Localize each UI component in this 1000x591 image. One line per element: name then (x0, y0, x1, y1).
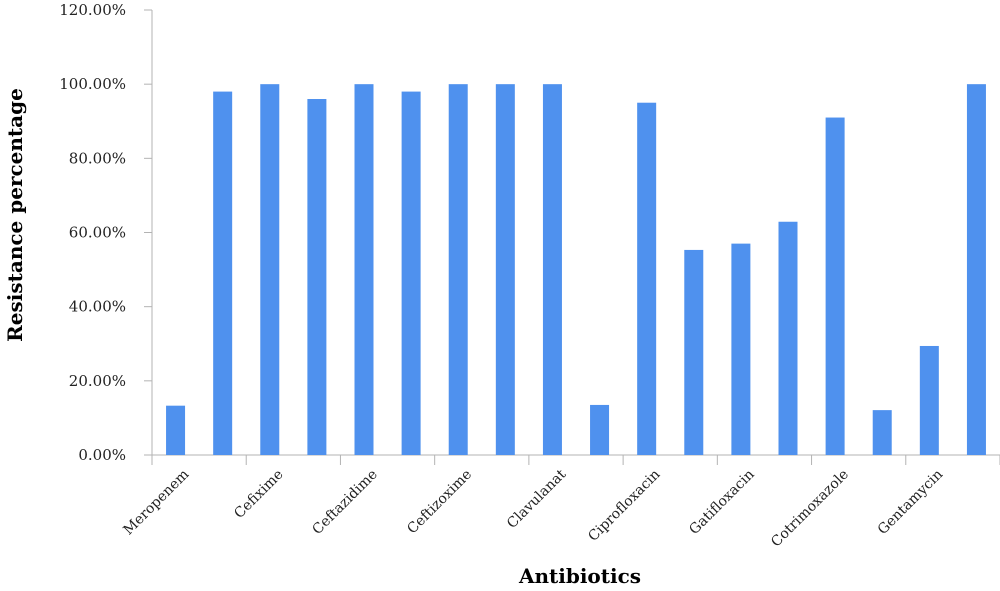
y-tick-label: 20.00% (69, 372, 126, 390)
bar (307, 99, 327, 455)
bar (872, 410, 892, 455)
y-tick-label: 40.00% (69, 298, 126, 316)
bar (825, 117, 845, 456)
x-tick-label: Ceftizoxime (404, 467, 475, 538)
y-tick-label: 0.00% (78, 446, 126, 464)
bar (637, 102, 657, 455)
bar (354, 84, 374, 456)
bar (260, 84, 280, 456)
x-tick-label: Cefixime (231, 467, 286, 522)
x-tick-label: Ceftazidime (309, 467, 380, 538)
bar (448, 84, 468, 456)
x-tick-label: Cotrimoxazole (768, 467, 852, 551)
bar (778, 221, 798, 455)
x-tick-label: Ciprofloxacin (585, 467, 663, 545)
bar (495, 84, 515, 456)
y-tick-label: 60.00% (69, 224, 126, 242)
bars (166, 84, 986, 456)
bar (731, 243, 751, 455)
x-tick-label: Gatifloxacin (686, 467, 757, 538)
y-tick-label: 120.00% (59, 1, 126, 19)
category-labels: Meropenem Cefixime Ceftazidime Ceftizoxime C… (121, 466, 947, 550)
bar (590, 404, 610, 455)
y-tick-label: 100.00% (59, 75, 126, 93)
y-tick-label: 80.00% (69, 149, 126, 167)
bar (401, 91, 421, 455)
bar (166, 405, 186, 455)
bar (213, 91, 233, 455)
bar (542, 84, 562, 456)
x-tick-label: Clavulanat (504, 466, 570, 532)
x-tick-label: Meropenem (121, 467, 193, 539)
y-axis: 0.00% 20.00% 40.00% 60.00% 80.00% 100.00% 120.… (59, 1, 153, 464)
x-tick-label: Gentamycin (875, 467, 946, 538)
bar (684, 249, 704, 455)
bar (966, 84, 986, 456)
x-axis (151, 454, 1000, 465)
bar (919, 345, 939, 455)
y-axis-title: Resistance percentage (3, 88, 27, 342)
x-axis-title: Antibiotics (518, 564, 641, 588)
